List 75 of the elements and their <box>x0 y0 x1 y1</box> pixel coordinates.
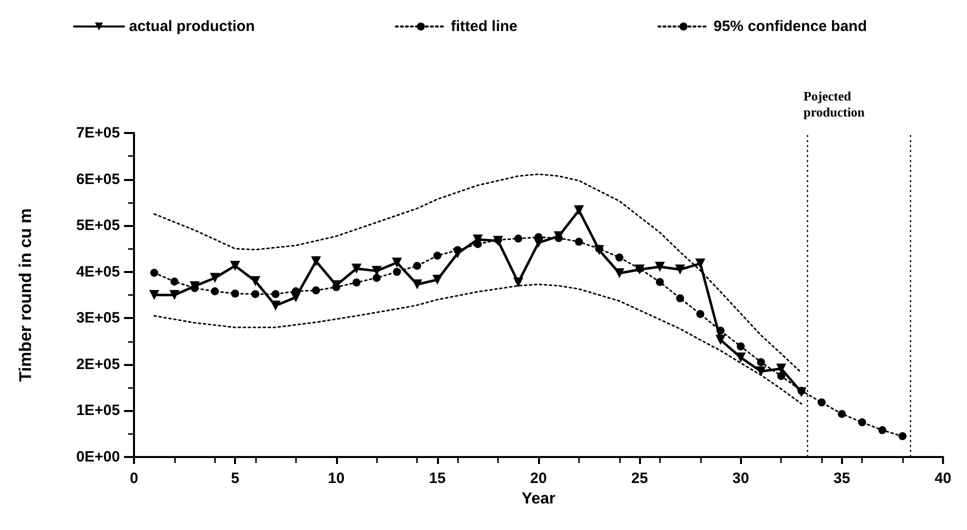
x-axis-title: Year <box>522 490 556 508</box>
legend-label: actual production <box>129 18 255 35</box>
point <box>898 432 907 440</box>
y-tick-label: 3E+05 <box>76 310 120 327</box>
point <box>150 268 158 277</box>
point <box>574 238 583 246</box>
x-tick-label: 10 <box>328 470 345 487</box>
ref-line-label: Pojected production <box>803 88 866 120</box>
y-tick-label: 0E+00 <box>76 448 120 466</box>
point <box>312 286 320 294</box>
point <box>432 274 442 285</box>
y-tick-label: 6E+05 <box>76 170 120 188</box>
x-tick-label: 35 <box>834 470 850 487</box>
point <box>736 342 745 350</box>
legend-label: 95% confidence band <box>714 18 867 35</box>
point <box>878 426 886 434</box>
point <box>149 290 160 300</box>
point <box>392 258 402 268</box>
point <box>594 245 604 256</box>
point <box>433 252 442 260</box>
point <box>230 260 240 271</box>
point <box>736 352 746 362</box>
point <box>513 278 524 288</box>
point <box>392 268 401 276</box>
point <box>676 294 684 302</box>
x-tick-label: 25 <box>631 470 648 487</box>
point <box>231 290 240 298</box>
point <box>311 256 322 266</box>
point <box>210 287 219 296</box>
point <box>695 258 706 269</box>
y-tick-label: 5E+05 <box>76 217 120 234</box>
point <box>270 300 281 311</box>
point <box>858 418 866 426</box>
point <box>514 234 522 243</box>
point <box>210 272 220 283</box>
point <box>372 274 381 282</box>
point <box>615 254 624 262</box>
point <box>838 410 846 418</box>
point <box>656 278 664 286</box>
point <box>170 278 178 286</box>
x-tick-label: 20 <box>530 470 547 487</box>
point <box>413 262 422 270</box>
point <box>290 292 301 302</box>
y-tick-label: 7E+05 <box>76 124 120 142</box>
legend-label: fitted line <box>450 18 518 35</box>
point <box>654 262 665 272</box>
x-tick-label: 5 <box>230 470 240 487</box>
point <box>777 372 786 380</box>
point <box>756 358 765 366</box>
point <box>452 248 463 258</box>
y-axis-title: Timber round in cu m <box>16 208 35 382</box>
x-tick-label: 15 <box>429 470 446 487</box>
x-tick-label: 40 <box>934 470 952 487</box>
point <box>716 334 726 345</box>
point <box>675 264 686 275</box>
point <box>169 290 180 300</box>
y-tick-label: 1E+05 <box>76 402 120 420</box>
point <box>818 398 826 406</box>
y-tick-label: 2E+05 <box>76 356 120 373</box>
y-tick-label: 4E+05 <box>76 263 120 280</box>
point <box>796 387 806 398</box>
point <box>534 238 544 248</box>
point <box>756 366 766 376</box>
point <box>614 268 624 278</box>
x-tick-label: 30 <box>732 470 750 487</box>
point <box>251 290 260 298</box>
point <box>776 364 786 374</box>
point <box>574 205 584 216</box>
point <box>412 279 422 290</box>
point <box>696 310 704 318</box>
point <box>352 278 360 286</box>
point <box>272 290 280 298</box>
point <box>351 264 362 274</box>
x-tick-label: 0 <box>130 470 138 487</box>
point <box>250 276 260 286</box>
